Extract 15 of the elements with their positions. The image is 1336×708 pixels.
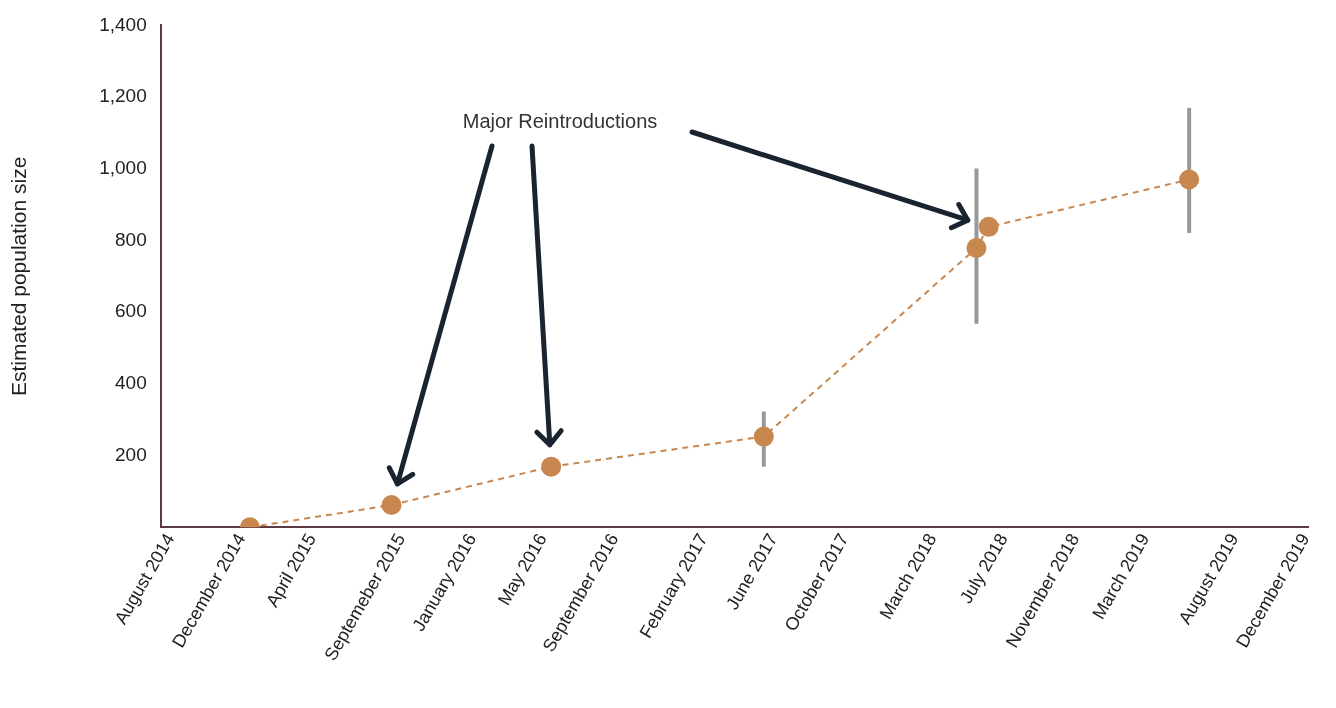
point [1179, 169, 1200, 190]
point [753, 426, 774, 447]
y-tick-label: 200 [115, 443, 147, 465]
y-tick-label: 1,400 [99, 13, 147, 35]
y-tick-label: 800 [115, 228, 147, 250]
y-axis-title: Estimated population size [7, 156, 31, 396]
point [966, 238, 987, 259]
point [978, 216, 999, 237]
point [381, 495, 402, 516]
y-tick-label: 1,000 [99, 157, 147, 179]
y-tick-label: 1,200 [99, 85, 147, 107]
y-tick-label: 400 [115, 372, 147, 394]
annotation: Major Reintroductions [462, 109, 658, 132]
point [541, 456, 562, 477]
y-tick-label: 600 [115, 300, 147, 322]
